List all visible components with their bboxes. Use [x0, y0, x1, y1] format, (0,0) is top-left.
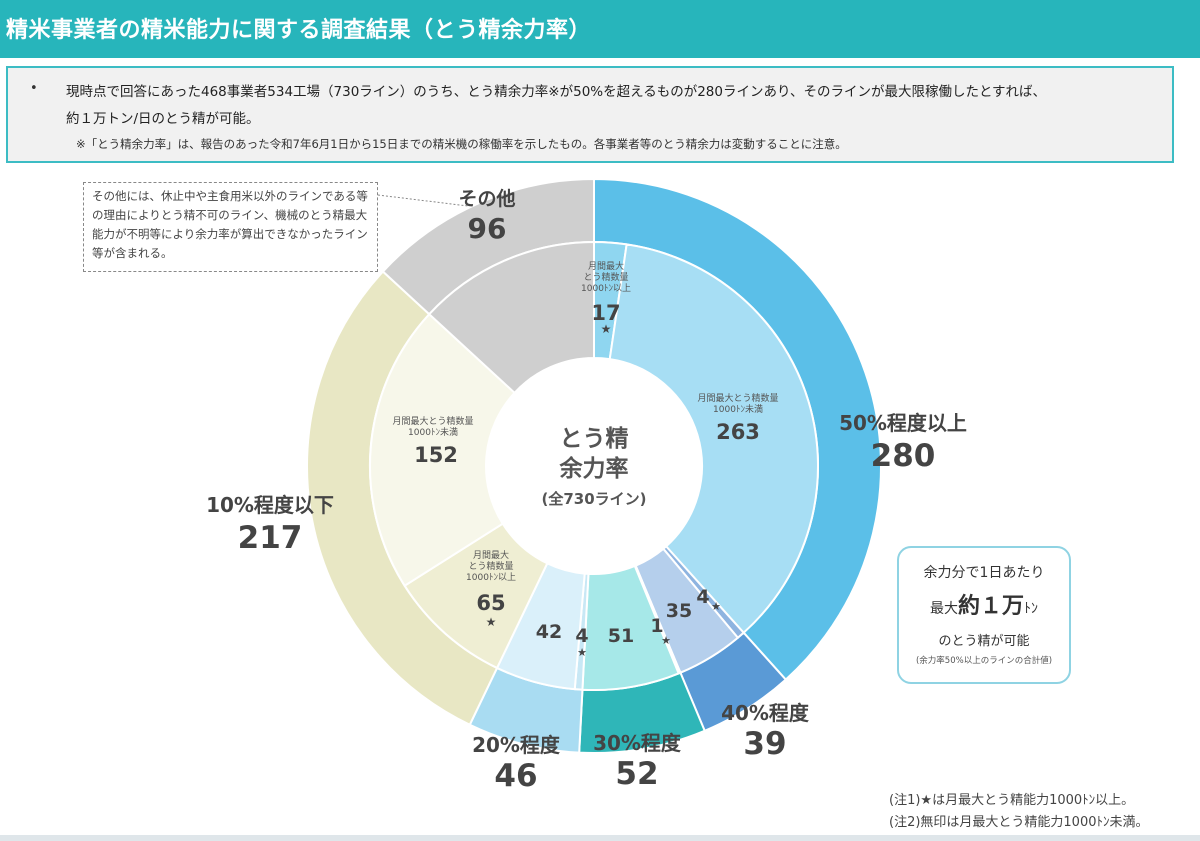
- inner-label-desc: とう精数量: [468, 560, 513, 572]
- summary-line-2: 約１万トン/日のとう精が可能。: [66, 111, 260, 127]
- outer-label-value: 52: [615, 756, 658, 792]
- center-label-3: (全730ライン): [541, 490, 646, 508]
- outer-label-value: 280: [871, 438, 936, 474]
- outer-label-name: 10%程度以下: [206, 493, 334, 517]
- outer-ring: [306, 177, 882, 754]
- outer-label-value: 96: [468, 212, 507, 245]
- inner-label-value: 51: [608, 625, 634, 647]
- inner-label-desc: 月間最大とう精数量: [697, 392, 778, 404]
- inner-label-desc: 1000ﾄﾝ以上: [466, 572, 516, 583]
- inner-label-star: ★: [486, 615, 497, 629]
- footnote-2: (注2)無印は月最大とう精能力1000ﾄﾝ未満。: [889, 815, 1149, 830]
- inner-label-value: 35: [666, 600, 692, 622]
- summary-box: • 現時点で回答にあった468事業者534工場（730ライン）のうち、とう精余力…: [6, 66, 1174, 163]
- inner-label-desc: 1000ﾄﾝ以上: [581, 283, 631, 294]
- page-title: 精米事業者の精米能力に関する調査結果（とう精余力率）: [6, 18, 592, 43]
- inner-label-desc: 1000ﾄﾝ未満: [408, 426, 458, 438]
- capacity-unit: ﾄﾝ: [1024, 601, 1038, 617]
- bottom-rule: [0, 835, 1200, 841]
- outer-label-name: 50%程度以上: [839, 411, 967, 435]
- inner-label-value: 263: [716, 420, 760, 444]
- outer-label-name: その他: [458, 187, 515, 210]
- inner-label-value: 17: [591, 301, 620, 325]
- inner-label-value: 1: [650, 615, 663, 637]
- center-label-2: 余力率: [559, 455, 629, 482]
- outer-label-value: 46: [494, 758, 537, 794]
- center-label-1: とう精: [560, 426, 629, 452]
- capacity-line-2: 最大約１万ﾄﾝ: [899, 588, 1069, 620]
- capacity-prefix: 最大: [929, 601, 958, 617]
- capacity-line-1: 余力分で1日あたり: [923, 565, 1045, 581]
- inner-label-desc: 月間最大: [588, 260, 624, 272]
- inner-label-star: ★: [661, 634, 671, 647]
- outer-label-value: 39: [743, 726, 786, 762]
- inner-label-star: ★: [577, 646, 587, 659]
- summary-line-1: 現時点で回答にあった468事業者534工場（730ライン）のうち、とう精余力率※…: [66, 84, 1047, 100]
- capacity-box: 余力分で1日あたり 最大約１万ﾄﾝ のとう精が可能 (余力率50%以上のラインの…: [897, 546, 1071, 684]
- inner-ring: [369, 240, 819, 691]
- outer-label-name: 20%程度: [472, 733, 561, 757]
- inner-label-value: 65: [476, 591, 505, 615]
- capacity-amount: 約１万: [957, 594, 1024, 619]
- inner-label-desc: とう精数量: [583, 271, 628, 283]
- inner-label-desc: 月間最大: [473, 549, 509, 561]
- inner-label-desc: 1000ﾄﾝ未満: [713, 403, 763, 415]
- outer-label-name: 30%程度: [593, 731, 682, 755]
- outer-label-name: 40%程度: [721, 701, 810, 725]
- capacity-line-4: (余力率50%以上のラインの合計値): [915, 656, 1053, 666]
- inner-label-star: ★: [711, 600, 721, 613]
- other-callout: その他には、休止中や主食用米以外のラインである等の理由によりとう精不可のライン、…: [83, 182, 378, 272]
- capacity-line-3: のとう精が可能: [938, 634, 1030, 649]
- inner-label-desc: 月間最大とう精数量: [392, 415, 473, 427]
- title-bar: 精米事業者の精米能力に関する調査結果（とう精余力率）: [0, 0, 1200, 58]
- summary-bullet: •: [30, 81, 38, 96]
- footnotes: (注1)★は月最大とう精能力1000ﾄﾝ以上。 (注2)無印は月最大とう精能力1…: [889, 790, 1149, 834]
- inner-label-star: ★: [601, 322, 612, 336]
- inner-label-value: 4: [575, 625, 588, 647]
- inner-label-value: 42: [536, 621, 562, 643]
- donut-hole: [486, 358, 702, 574]
- summary-note: ※「とう精余力率」は、報告のあった令和7年6月1日から15日までの精米機の稼働率…: [76, 137, 847, 151]
- inner-label-value: 152: [414, 443, 458, 467]
- outer-label-value: 217: [238, 520, 303, 556]
- footnote-1: (注1)★は月最大とう精能力1000ﾄﾝ以上。: [889, 793, 1135, 808]
- inner-label-value: 4: [696, 586, 709, 608]
